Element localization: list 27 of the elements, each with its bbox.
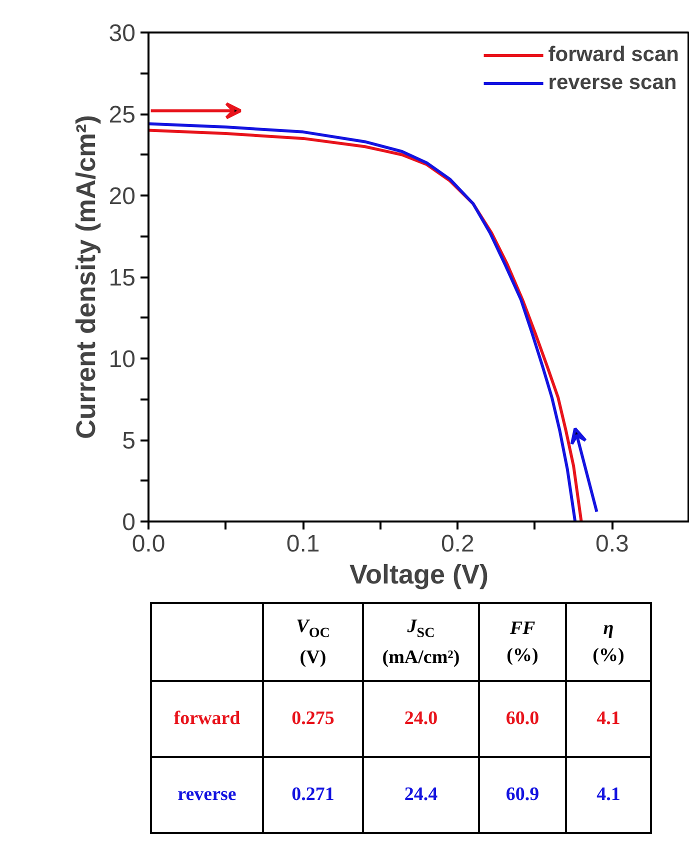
y-tick-label: 20 (108, 183, 136, 210)
x-tick-label: 0.3 (596, 530, 629, 558)
text: 0.275 (292, 708, 334, 730)
y-tick-label: 30 (108, 20, 136, 47)
text: 4.1 (596, 708, 620, 730)
x-tick-label: 0.2 (440, 530, 474, 558)
category-label: reverse (178, 784, 236, 806)
legend-label: reverse scan (548, 70, 677, 96)
legend-label: forward scan (548, 42, 679, 68)
table-header-cell: J$_{SC}$ (mA/cm²) (363, 603, 479, 681)
text: 60.0 (506, 708, 540, 730)
category-label: forward (174, 708, 240, 730)
text: 60.9 (506, 784, 540, 806)
y-tick-label: 25 (108, 102, 136, 128)
x-axis-title: Voltage (V) (349, 560, 489, 590)
x-tick-label: 0.1 (286, 530, 320, 558)
table-header-cell: η (%) (566, 603, 651, 681)
text: 24.0 (404, 708, 438, 730)
table-header-cell: FF (%) (479, 603, 566, 681)
y-tick-label: 5 (122, 428, 136, 454)
y-axis-title: Current density (mA/cm²) (70, 114, 101, 440)
table-header-cell: V$_{OC}$ (V) (263, 603, 363, 681)
text: 4.1 (596, 784, 620, 806)
text: 0.271 (292, 784, 334, 806)
text: 24.4 (404, 784, 438, 806)
y-tick-label: 10 (108, 346, 136, 373)
y-tick-label: 15 (108, 264, 136, 292)
